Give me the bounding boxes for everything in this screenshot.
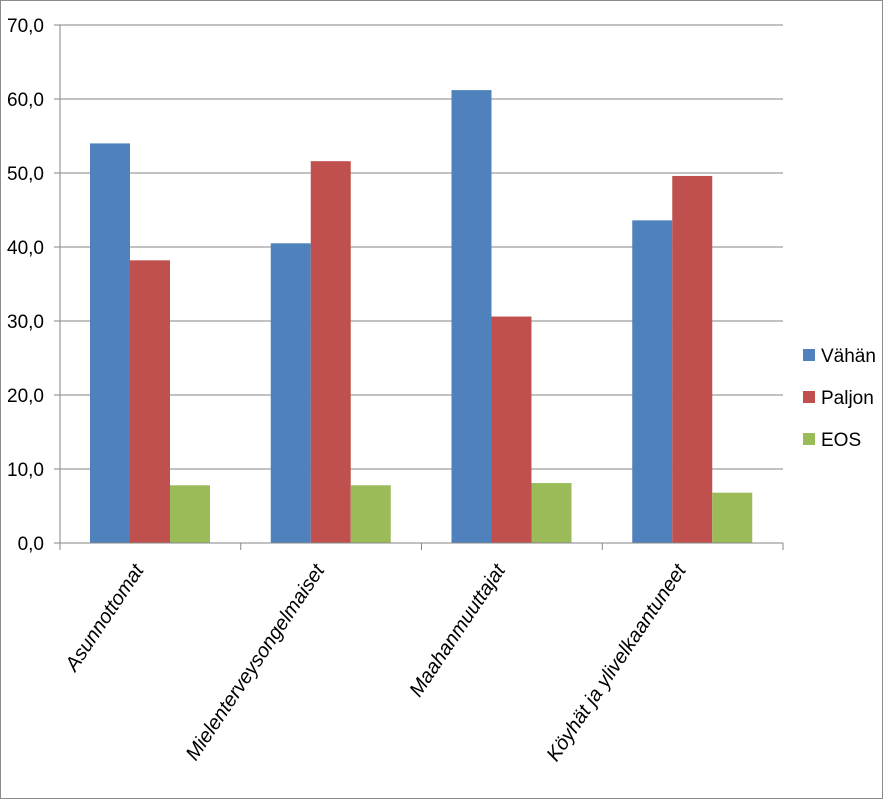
bar-2-1: [130, 260, 170, 543]
x-axis-labels: Asunnottomat Mielenterveysongelmaiset Maah…: [61, 559, 692, 765]
legend-label: EOS: [821, 430, 861, 451]
y-tick-label: 40,0: [7, 238, 44, 259]
legend-swatch: [803, 349, 815, 361]
bar-2-4: [672, 175, 713, 543]
bar-1-1: [90, 143, 130, 543]
bars: [90, 90, 753, 544]
bar-2-2: [310, 161, 351, 543]
category-label: Asunnottomat: [61, 559, 150, 676]
bar-1-4: [632, 220, 673, 544]
bar-3-3: [531, 483, 572, 543]
legend: Vähän Paljon EOS: [803, 346, 876, 451]
category-label: Köyhät ja ylivelkaantuneet: [543, 559, 692, 765]
legend-swatch: [803, 433, 815, 445]
y-tick-label: 70,0: [7, 16, 44, 37]
y-tick-label: 10,0: [7, 460, 44, 481]
axes: [54, 24, 784, 550]
y-tick-label: 0,0: [18, 534, 44, 555]
bar-3-1: [170, 485, 210, 543]
y-tick-label: 30,0: [7, 312, 44, 333]
bar-1-2: [270, 243, 311, 544]
category-label: Maahanmuuttajat: [405, 559, 510, 701]
y-tick-label: 20,0: [7, 386, 44, 407]
bar-1-3: [451, 90, 492, 544]
legend-label: Paljon: [821, 388, 874, 409]
bar-3-2: [350, 485, 391, 543]
y-tick-label: 60,0: [7, 90, 44, 111]
bar-3-4: [712, 492, 753, 543]
y-tick-label: 50,0: [7, 164, 44, 185]
category-label: Mielenterveysongelmaiset: [182, 559, 330, 764]
y-axis-ticks: 0,0 10,0 20,0 30,0 40,0 50,0 60,0 70,0: [7, 16, 44, 555]
legend-label: Vähän: [821, 346, 876, 367]
bar-2-3: [491, 316, 532, 543]
legend-swatch: [803, 391, 815, 403]
